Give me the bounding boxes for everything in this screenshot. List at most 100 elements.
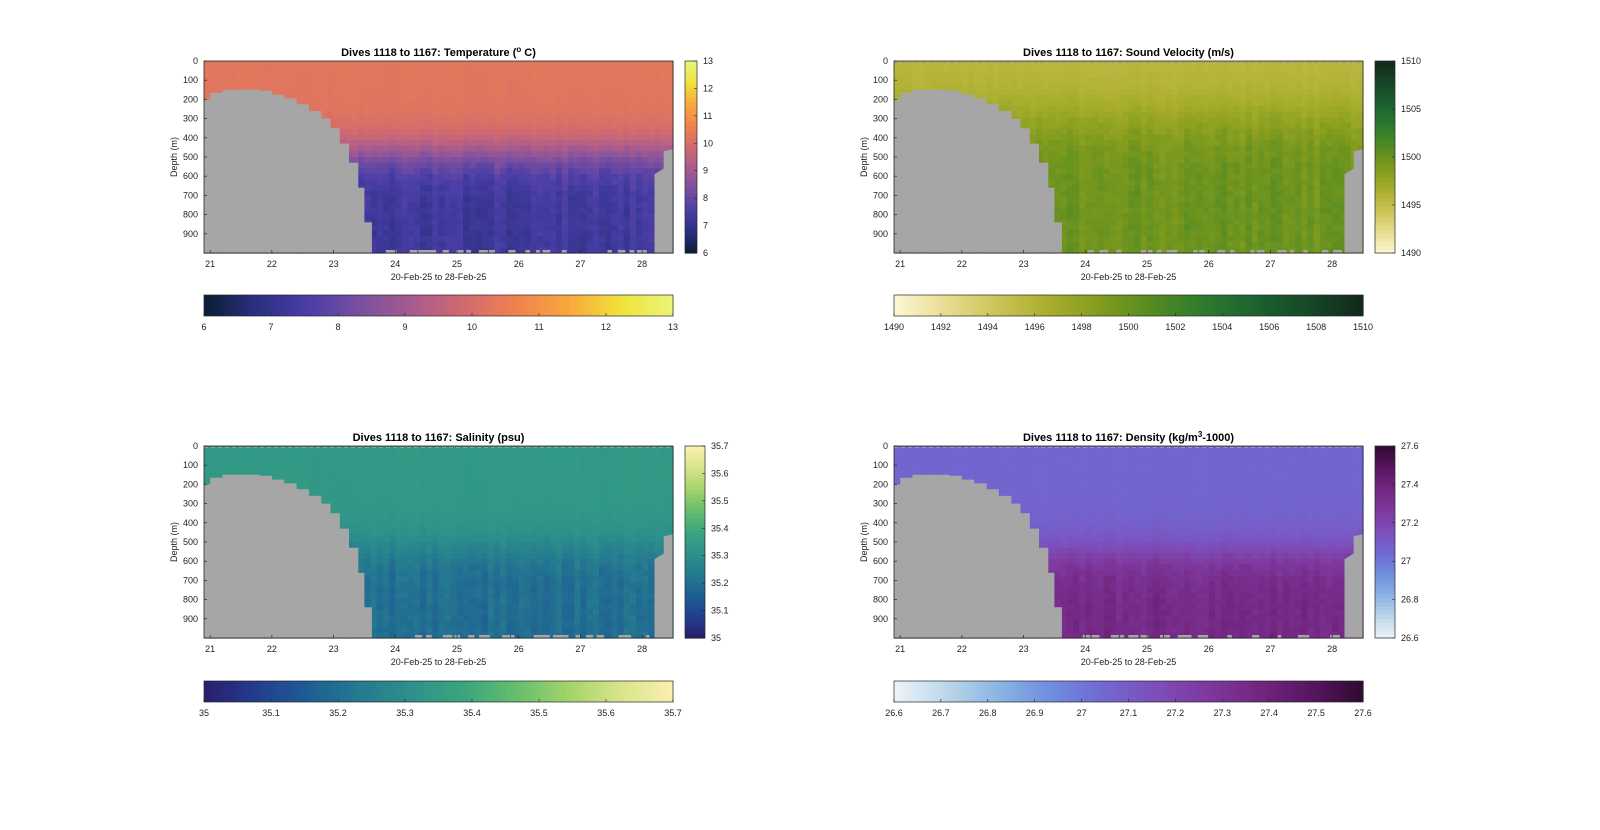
heatmap-cell xyxy=(395,66,403,73)
heatmap-cell xyxy=(1264,83,1272,90)
heatmap-cell xyxy=(1153,89,1160,96)
heatmap-cell xyxy=(364,117,372,124)
heatmap-cell xyxy=(1072,111,1080,119)
heatmap-cell xyxy=(1147,61,1154,68)
heatmap-cell xyxy=(1202,83,1210,90)
bottom-gap xyxy=(542,250,550,253)
heatmap-cell xyxy=(438,151,446,158)
colorbar-segment xyxy=(685,205,697,210)
heatmap-cell xyxy=(1245,77,1253,85)
heatmap-cell xyxy=(426,241,433,248)
heatmap-cell xyxy=(1109,128,1117,136)
heatmap-cell xyxy=(1011,89,1019,96)
heatmap-cell xyxy=(592,230,600,237)
heatmap-cell xyxy=(642,202,649,209)
heatmap-cell xyxy=(654,162,662,169)
heatmap-cell xyxy=(568,162,575,169)
heatmap-cell xyxy=(253,61,261,68)
heatmap-cell xyxy=(469,247,477,254)
heatmap-cell xyxy=(1208,128,1216,136)
heatmap-cell xyxy=(968,61,975,68)
heatmap-cell xyxy=(524,179,532,186)
heatmap-cell xyxy=(401,162,409,169)
heatmap-cell xyxy=(364,157,372,164)
heatmap-cell xyxy=(605,134,612,141)
heatmap-cell xyxy=(1264,168,1272,175)
heatmap-cell xyxy=(543,72,551,79)
colorbar-segment xyxy=(384,295,391,316)
heatmap-cell xyxy=(1066,179,1074,186)
heatmap-cell xyxy=(568,100,575,107)
heatmap-cell xyxy=(1171,111,1179,119)
heatmap-cell xyxy=(605,61,612,68)
heatmap-cell xyxy=(998,77,1006,85)
heatmap-cell xyxy=(352,140,359,147)
heatmap-cell xyxy=(561,106,569,113)
heatmap-cell xyxy=(1233,111,1241,119)
heatmap-cell xyxy=(642,230,649,237)
heatmap-cell xyxy=(234,66,242,73)
heatmap-cell xyxy=(635,202,643,209)
heatmap-cell xyxy=(494,94,501,102)
heatmap-cell xyxy=(1035,145,1043,152)
heatmap-cell xyxy=(654,117,662,124)
heatmap-cell xyxy=(561,111,569,119)
heatmap-cell xyxy=(1035,123,1043,130)
heatmap-cell xyxy=(364,145,372,152)
heatmap-cell xyxy=(1066,89,1074,96)
heatmap-cell xyxy=(284,66,291,73)
heatmap-cell xyxy=(1091,145,1099,152)
heatmap-cell xyxy=(1239,77,1247,85)
heatmap-cell xyxy=(1109,168,1117,175)
heatmap-cell xyxy=(1054,66,1062,73)
heatmap-cell xyxy=(1233,151,1241,158)
heatmap-cell xyxy=(617,173,625,181)
heatmap-cell xyxy=(574,83,582,90)
heatmap-cell xyxy=(1258,168,1265,175)
heatmap-cell xyxy=(432,236,440,243)
heatmap-cell xyxy=(1103,100,1111,107)
colorbar-tick-label: 11 xyxy=(534,322,543,332)
heatmap-cell xyxy=(568,196,575,203)
heatmap-cell xyxy=(450,77,458,85)
heatmap-cell xyxy=(1208,134,1216,141)
heatmap-cell xyxy=(518,94,526,102)
heatmap-cell xyxy=(487,111,495,119)
heatmap-cell xyxy=(413,168,421,175)
heatmap-cell xyxy=(642,106,649,113)
heatmap-cell xyxy=(401,94,409,102)
heatmap-cell xyxy=(1066,207,1074,215)
heatmap-cell xyxy=(1116,72,1123,79)
heatmap-cell xyxy=(518,168,526,175)
heatmap-cell xyxy=(1085,236,1093,243)
heatmap-cell xyxy=(1054,140,1062,147)
heatmap-cell xyxy=(894,83,901,90)
heatmap-cell xyxy=(580,241,588,248)
heatmap-cell xyxy=(968,72,975,79)
heatmap-cell xyxy=(1153,190,1160,198)
heatmap-cell xyxy=(321,94,329,102)
heatmap-cell xyxy=(444,72,452,79)
heatmap-cell xyxy=(339,134,347,141)
heatmap-cell xyxy=(1066,128,1074,136)
heatmap-cell xyxy=(1072,230,1080,237)
heatmap-cell xyxy=(438,134,446,141)
heatmap-cell xyxy=(500,123,507,130)
heatmap-cell xyxy=(1128,140,1136,147)
heatmap-cell xyxy=(290,89,298,96)
heatmap-cell xyxy=(364,213,372,220)
heatmap-cell xyxy=(506,207,514,215)
heatmap-cell xyxy=(1214,66,1222,73)
heatmap-cell xyxy=(1177,134,1185,141)
heatmap-cell xyxy=(1134,207,1142,215)
heatmap-cell xyxy=(1264,94,1272,102)
heatmap-cell xyxy=(432,89,440,96)
heatmap-cell xyxy=(1035,94,1043,102)
heatmap-cell xyxy=(364,219,372,226)
heatmap-cell xyxy=(432,66,440,73)
heatmap-cell xyxy=(574,123,582,130)
heatmap-cell xyxy=(1184,179,1191,186)
heatmap-cell xyxy=(1091,236,1099,243)
heatmap-cell xyxy=(1060,61,1068,68)
heatmap-cell xyxy=(605,111,612,119)
